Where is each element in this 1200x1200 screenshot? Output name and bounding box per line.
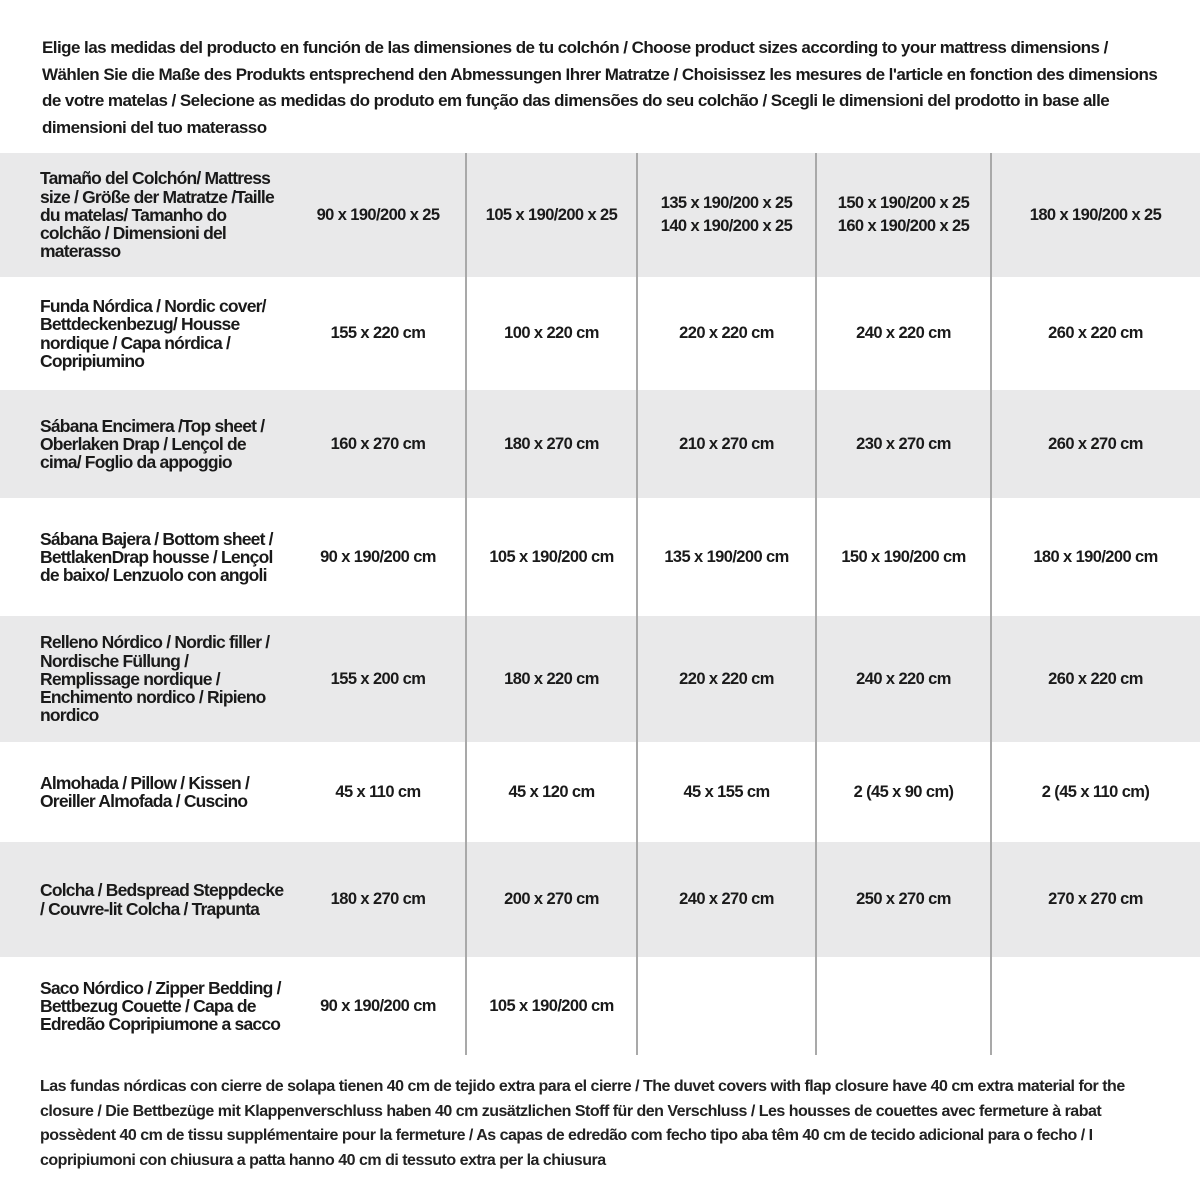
row-label: Relleno Nórdico / Nordic filler / Nordis… bbox=[40, 632, 270, 726]
size-cell: 100 x 220 cm bbox=[504, 324, 599, 342]
row-label: Funda Nórdica / Nordic cover/ Bettdecken… bbox=[40, 296, 267, 371]
column-divider bbox=[636, 153, 638, 1055]
size-cell: 270 x 270 cm bbox=[1048, 890, 1143, 908]
size-cell: 220 x 220 cm bbox=[679, 669, 774, 688]
table-row-zipper-bedding: Saco Nórdico / Zipper Bedding / Bettbezu… bbox=[0, 957, 1200, 1055]
size-cell: 230 x 270 cm bbox=[856, 434, 951, 453]
size-cell: 240 x 220 cm bbox=[856, 324, 951, 342]
size-table: Tamaño del Colchón/ Mattress size / Größ… bbox=[0, 153, 1200, 1055]
size-cell: 2 (45 x 90 cm) bbox=[853, 782, 954, 801]
size-cell: 150 x 190/200 x 25 160 x 190/200 x 25 bbox=[837, 194, 970, 235]
size-cell: 155 x 220 cm bbox=[330, 324, 426, 342]
size-cell: 180 x 270 cm bbox=[330, 890, 426, 908]
size-cell: 250 x 270 cm bbox=[856, 890, 951, 908]
size-cell: 180 x 190/200 cm bbox=[1033, 547, 1158, 566]
size-cell: 160 x 270 cm bbox=[330, 434, 426, 453]
table-row-mattress-size: Tamaño del Colchón/ Mattress size / Größ… bbox=[0, 153, 1200, 277]
row-label: Almohada / Pillow / Kissen / Oreiller Al… bbox=[40, 772, 250, 811]
size-cell: 135 x 190/200 x 25 140 x 190/200 x 25 bbox=[660, 194, 793, 235]
size-cell bbox=[637, 957, 816, 1055]
table-row-nordic-filler: Relleno Nórdico / Nordic filler / Nordis… bbox=[0, 616, 1200, 742]
size-cell bbox=[991, 957, 1200, 1055]
size-cell: 2 (45 x 110 cm) bbox=[1041, 782, 1150, 801]
size-cell: 45 x 110 cm bbox=[335, 782, 421, 801]
size-cell: 240 x 220 cm bbox=[856, 669, 951, 688]
intro-text: Elige las medidas del producto en funció… bbox=[42, 38, 1158, 137]
size-cell: 200 x 270 cm bbox=[504, 890, 599, 908]
footer-note: Las fundas nórdicas con cierre de solapa… bbox=[40, 1078, 1125, 1169]
size-cell: 260 x 220 cm bbox=[1048, 324, 1143, 342]
size-cell: 105 x 190/200 x 25 bbox=[485, 205, 618, 224]
size-cell: 105 x 190/200 cm bbox=[489, 547, 614, 566]
size-cell: 45 x 120 cm bbox=[508, 782, 595, 801]
row-label: Sábana Bajera / Bottom sheet / Bettlaken… bbox=[40, 528, 274, 586]
size-cell: 180 x 190/200 x 25 bbox=[1029, 205, 1162, 224]
size-cell: 150 x 190/200 cm bbox=[841, 547, 966, 566]
size-cell: 240 x 270 cm bbox=[679, 890, 774, 908]
size-cell: 90 x 190/200 cm bbox=[320, 547, 436, 566]
size-cell: 180 x 270 cm bbox=[504, 434, 599, 453]
size-cell bbox=[816, 957, 991, 1055]
row-label: Sábana Encimera /Top sheet / Oberlaken D… bbox=[40, 415, 265, 473]
size-cell: 260 x 220 cm bbox=[1048, 669, 1143, 688]
row-label: Saco Nórdico / Zipper Bedding / Bettbezu… bbox=[40, 977, 281, 1035]
row-label: Colcha / Bedspread Steppdecke / Couvre-l… bbox=[40, 880, 284, 919]
row-label: Tamaño del Colchón/ Mattress size / Größ… bbox=[40, 168, 275, 262]
table-row-top-sheet: Sábana Encimera /Top sheet / Oberlaken D… bbox=[0, 390, 1200, 498]
size-cell: 135 x 190/200 cm bbox=[664, 547, 789, 566]
size-cell: 105 x 190/200 cm bbox=[489, 996, 614, 1015]
size-cell: 155 x 200 cm bbox=[330, 669, 426, 688]
table-row-bedspread: Colcha / Bedspread Steppdecke / Couvre-l… bbox=[0, 842, 1200, 957]
size-cell: 210 x 270 cm bbox=[679, 434, 774, 453]
size-cell: 90 x 190/200 cm bbox=[320, 996, 436, 1015]
column-divider bbox=[815, 153, 817, 1055]
size-cell: 90 x 190/200 x 25 bbox=[316, 205, 440, 224]
table-row-pillow: Almohada / Pillow / Kissen / Oreiller Al… bbox=[0, 742, 1200, 842]
size-cell: 45 x 155 cm bbox=[683, 782, 770, 801]
table-row-bottom-sheet: Sábana Bajera / Bottom sheet / Bettlaken… bbox=[0, 498, 1200, 616]
table-row-nordic-cover: Funda Nórdica / Nordic cover/ Bettdecken… bbox=[0, 277, 1200, 390]
column-divider bbox=[990, 153, 992, 1055]
size-cell: 220 x 220 cm bbox=[679, 324, 774, 342]
size-cell: 260 x 270 cm bbox=[1048, 434, 1143, 453]
column-divider bbox=[465, 153, 467, 1055]
size-cell: 180 x 220 cm bbox=[504, 669, 599, 688]
